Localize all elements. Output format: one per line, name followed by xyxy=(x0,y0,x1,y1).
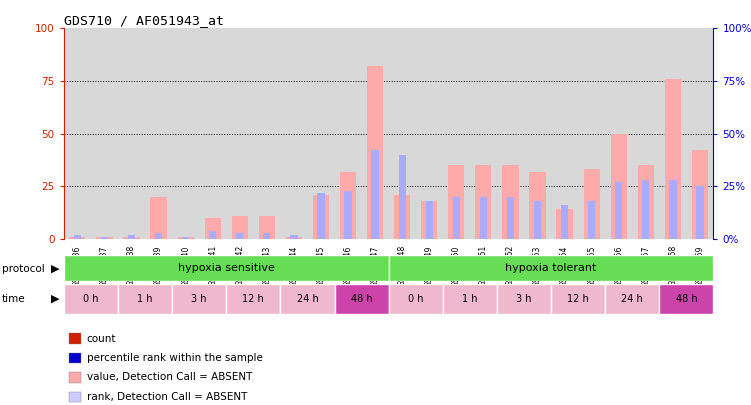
Bar xyxy=(443,284,497,314)
Bar xyxy=(367,66,383,239)
Bar xyxy=(340,172,356,239)
Text: ▶: ▶ xyxy=(51,264,59,273)
Bar xyxy=(421,201,437,239)
Text: 1 h: 1 h xyxy=(462,294,478,304)
Bar xyxy=(231,216,248,239)
Bar xyxy=(69,237,86,239)
Bar xyxy=(659,284,713,314)
Bar xyxy=(556,209,573,239)
Bar xyxy=(226,284,280,314)
Bar xyxy=(69,392,80,402)
Bar xyxy=(177,237,194,239)
Bar xyxy=(480,197,487,239)
Bar xyxy=(313,195,329,239)
Bar xyxy=(692,151,708,239)
Bar xyxy=(69,372,80,383)
Bar xyxy=(696,186,704,239)
Bar xyxy=(334,284,389,314)
Bar xyxy=(588,201,596,239)
Bar xyxy=(96,237,113,239)
Bar xyxy=(529,172,546,239)
Text: 48 h: 48 h xyxy=(351,294,372,304)
Bar xyxy=(64,284,118,314)
Bar xyxy=(534,201,541,239)
Text: protocol: protocol xyxy=(2,264,44,273)
Text: 12 h: 12 h xyxy=(243,294,264,304)
Text: time: time xyxy=(2,294,25,304)
Bar xyxy=(101,237,108,239)
Bar xyxy=(453,197,460,239)
Text: count: count xyxy=(86,334,116,343)
Bar xyxy=(372,151,379,239)
Bar xyxy=(561,205,569,239)
Bar xyxy=(280,284,334,314)
Bar xyxy=(502,165,518,239)
Text: 1 h: 1 h xyxy=(137,294,152,304)
Bar xyxy=(209,230,216,239)
Bar xyxy=(290,235,297,239)
Text: rank, Detection Call = ABSENT: rank, Detection Call = ABSENT xyxy=(86,392,247,402)
Bar xyxy=(258,216,275,239)
Text: hypoxia sensitive: hypoxia sensitive xyxy=(178,263,275,273)
Bar xyxy=(669,180,677,239)
Bar xyxy=(172,284,226,314)
Bar xyxy=(638,165,654,239)
Bar xyxy=(475,165,491,239)
Bar xyxy=(389,284,443,314)
Text: 0 h: 0 h xyxy=(408,294,424,304)
Bar xyxy=(507,197,514,239)
Text: percentile rank within the sample: percentile rank within the sample xyxy=(86,353,262,363)
Text: hypoxia tolerant: hypoxia tolerant xyxy=(505,263,597,273)
Text: 24 h: 24 h xyxy=(297,294,318,304)
Bar xyxy=(615,182,623,239)
Bar xyxy=(69,353,80,363)
Bar xyxy=(345,190,351,239)
Text: 12 h: 12 h xyxy=(567,294,589,304)
Bar xyxy=(551,284,605,314)
Bar xyxy=(128,235,135,239)
Bar xyxy=(318,193,324,239)
Bar xyxy=(642,180,650,239)
Bar xyxy=(204,218,221,239)
Bar xyxy=(123,237,140,239)
Bar xyxy=(605,284,659,314)
Text: 0 h: 0 h xyxy=(83,294,98,304)
Bar xyxy=(611,134,627,239)
Text: ▶: ▶ xyxy=(51,294,59,304)
Bar xyxy=(426,201,433,239)
Bar xyxy=(64,255,389,281)
Text: 3 h: 3 h xyxy=(516,294,532,304)
Bar xyxy=(263,232,270,239)
Bar xyxy=(236,232,243,239)
Bar xyxy=(399,155,406,239)
Bar xyxy=(118,284,172,314)
Bar xyxy=(150,197,167,239)
Bar xyxy=(389,255,713,281)
Text: 48 h: 48 h xyxy=(676,294,697,304)
Bar xyxy=(448,165,464,239)
Bar xyxy=(155,232,162,239)
Bar xyxy=(182,237,189,239)
Bar xyxy=(74,235,81,239)
Bar xyxy=(665,79,681,239)
Text: GDS710 / AF051943_at: GDS710 / AF051943_at xyxy=(64,14,224,27)
Text: value, Detection Call = ABSENT: value, Detection Call = ABSENT xyxy=(86,373,252,382)
Bar xyxy=(584,169,600,239)
Bar xyxy=(69,333,80,344)
Text: 24 h: 24 h xyxy=(621,294,643,304)
Bar xyxy=(394,195,410,239)
Bar xyxy=(286,237,302,239)
Bar xyxy=(497,284,551,314)
Text: 3 h: 3 h xyxy=(192,294,207,304)
